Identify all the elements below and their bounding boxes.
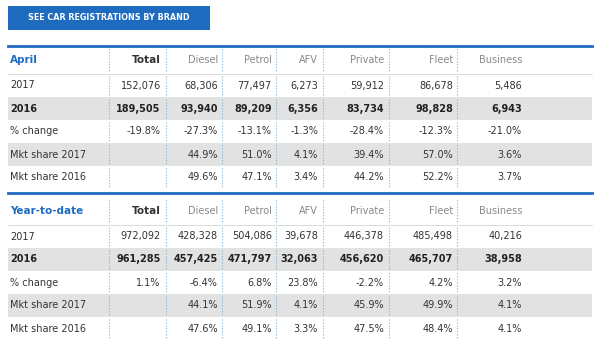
Text: 51.9%: 51.9% [241,300,272,311]
Text: 98,828: 98,828 [415,103,453,114]
Text: 3.4%: 3.4% [293,173,318,182]
Text: 40,216: 40,216 [488,232,522,241]
Text: Fleet: Fleet [429,206,453,216]
Text: 59,912: 59,912 [350,80,384,91]
Text: 6,356: 6,356 [287,103,318,114]
Text: 6,943: 6,943 [491,103,522,114]
Text: 3.2%: 3.2% [497,278,522,287]
Text: 2017: 2017 [10,232,35,241]
Text: Total: Total [132,55,161,65]
Text: Business: Business [479,55,522,65]
Text: 89,209: 89,209 [234,103,272,114]
Text: 39.4%: 39.4% [353,149,384,160]
Text: -6.4%: -6.4% [190,278,218,287]
Text: 457,425: 457,425 [173,255,218,264]
Text: Year-to-date: Year-to-date [10,206,83,216]
Text: Mkt share 2017: Mkt share 2017 [10,300,86,311]
Text: 189,505: 189,505 [116,103,161,114]
Text: 1.1%: 1.1% [136,278,161,287]
Text: Private: Private [350,55,384,65]
Text: 2016: 2016 [10,103,37,114]
Text: % change: % change [10,126,58,137]
Text: -12.3%: -12.3% [419,126,453,137]
Text: 45.9%: 45.9% [353,300,384,311]
Text: 4.1%: 4.1% [293,300,318,311]
Text: 86,678: 86,678 [419,80,453,91]
Text: 49.6%: 49.6% [187,173,218,182]
Text: % change: % change [10,278,58,287]
Text: 471,797: 471,797 [227,255,272,264]
Text: AFV: AFV [299,55,318,65]
Text: 48.4%: 48.4% [422,323,453,334]
Text: AFV: AFV [299,206,318,216]
Text: 44.1%: 44.1% [187,300,218,311]
Text: 32,063: 32,063 [281,255,318,264]
Text: Business: Business [479,206,522,216]
Text: 504,086: 504,086 [232,232,272,241]
Text: 49.1%: 49.1% [241,323,272,334]
Text: 465,707: 465,707 [409,255,453,264]
FancyBboxPatch shape [8,6,210,30]
FancyBboxPatch shape [8,97,592,120]
Text: -21.0%: -21.0% [488,126,522,137]
Text: 428,328: 428,328 [178,232,218,241]
Text: 38,958: 38,958 [484,255,522,264]
Text: 3.3%: 3.3% [293,323,318,334]
Text: -28.4%: -28.4% [350,126,384,137]
Text: Total: Total [132,206,161,216]
Text: Mkt share 2017: Mkt share 2017 [10,149,86,160]
Text: Fleet: Fleet [429,55,453,65]
Text: Petrol: Petrol [244,55,272,65]
Text: 961,285: 961,285 [116,255,161,264]
Text: 6,273: 6,273 [290,80,318,91]
Text: Mkt share 2016: Mkt share 2016 [10,323,86,334]
Text: 83,734: 83,734 [346,103,384,114]
Text: SEE CAR REGISTRATIONS BY BRAND: SEE CAR REGISTRATIONS BY BRAND [28,14,190,22]
Text: April: April [10,55,38,65]
Text: 4.1%: 4.1% [497,300,522,311]
Text: 5,486: 5,486 [494,80,522,91]
Text: 44.2%: 44.2% [353,173,384,182]
Text: 44.9%: 44.9% [187,149,218,160]
Text: 4.1%: 4.1% [497,323,522,334]
Text: 4.2%: 4.2% [428,278,453,287]
FancyBboxPatch shape [8,294,592,317]
Text: Diesel: Diesel [188,55,218,65]
FancyBboxPatch shape [8,248,592,271]
Text: 52.2%: 52.2% [422,173,453,182]
Text: -2.2%: -2.2% [356,278,384,287]
Text: 93,940: 93,940 [180,103,218,114]
Text: 456,620: 456,620 [340,255,384,264]
Text: 152,076: 152,076 [121,80,161,91]
Text: 77,497: 77,497 [238,80,272,91]
Text: Private: Private [350,206,384,216]
Text: 4.1%: 4.1% [293,149,318,160]
Text: 57.0%: 57.0% [422,149,453,160]
Text: 485,498: 485,498 [413,232,453,241]
Text: -13.1%: -13.1% [238,126,272,137]
Text: 2016: 2016 [10,255,37,264]
Text: 47.6%: 47.6% [187,323,218,334]
Text: 972,092: 972,092 [121,232,161,241]
Text: 47.5%: 47.5% [353,323,384,334]
Text: -27.3%: -27.3% [184,126,218,137]
FancyBboxPatch shape [8,143,592,166]
Text: 68,306: 68,306 [184,80,218,91]
Text: 2017: 2017 [10,80,35,91]
Text: 49.9%: 49.9% [422,300,453,311]
Text: 23.8%: 23.8% [287,278,318,287]
Text: 446,378: 446,378 [344,232,384,241]
Text: 3.7%: 3.7% [497,173,522,182]
Text: 6.8%: 6.8% [247,278,272,287]
Text: -19.8%: -19.8% [127,126,161,137]
Text: 3.6%: 3.6% [497,149,522,160]
Text: 39,678: 39,678 [284,232,318,241]
Text: 47.1%: 47.1% [241,173,272,182]
Text: 51.0%: 51.0% [241,149,272,160]
Text: Diesel: Diesel [188,206,218,216]
Text: Mkt share 2016: Mkt share 2016 [10,173,86,182]
Text: -1.3%: -1.3% [290,126,318,137]
Text: Petrol: Petrol [244,206,272,216]
